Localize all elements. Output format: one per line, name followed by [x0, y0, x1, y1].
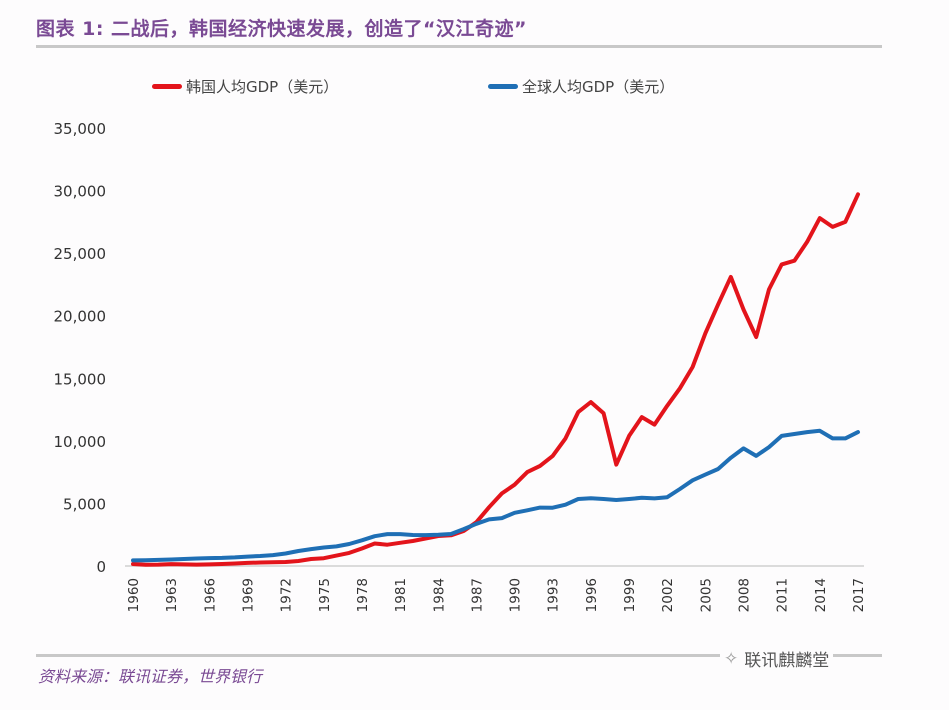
x-tick-label: 1975 [317, 578, 333, 612]
title-divider [36, 45, 882, 48]
x-tick-label: 2011 [775, 578, 791, 612]
korea-gdp-line [131, 192, 860, 567]
world-gdp-line [131, 428, 860, 563]
source-note: 资料来源：联讯证券，世界银行 [38, 667, 263, 686]
x-tick-label: 1963 [164, 578, 180, 612]
x-tick-label: 1960 [126, 578, 142, 612]
legend-swatch-korea [152, 84, 182, 89]
y-tick-label: 10,000 [54, 433, 107, 451]
x-tick-label: 1993 [546, 578, 562, 612]
footer-divider [36, 654, 882, 657]
x-tick-label: 1966 [202, 578, 218, 612]
x-tick-label: 1981 [393, 578, 409, 612]
y-tick-label: 15,000 [54, 370, 107, 388]
legend-item-world: 全球人均GDP（美元） [488, 76, 674, 97]
y-tick-label: 25,000 [54, 245, 107, 263]
x-tick-label: 2005 [698, 578, 714, 612]
x-tick-label: 1987 [469, 578, 485, 612]
y-tick-label: 20,000 [54, 308, 107, 326]
x-tick-label: 2017 [851, 578, 867, 612]
x-tick-label: 2014 [813, 578, 829, 612]
legend-label-world: 全球人均GDP（美元） [522, 78, 675, 96]
chart-title: 图表 1: 二战后，韩国经济快速发展，创造了“汉江奇迹” [36, 18, 528, 40]
x-tick-label: 1999 [622, 578, 638, 612]
x-tick-label: 1969 [240, 578, 256, 612]
y-tick-label: 30,000 [54, 183, 107, 201]
watermark: ✧ 联讯麒麟堂 [720, 646, 834, 671]
x-tick-label: 1996 [584, 578, 600, 612]
wechat-icon: ✧ [724, 648, 739, 669]
x-tick-label: 1978 [355, 578, 371, 612]
legend-label-korea: 韩国人均GDP（美元） [186, 78, 339, 96]
legend-item-korea: 韩国人均GDP（美元） [152, 76, 338, 97]
watermark-text: 联讯麒麟堂 [744, 651, 830, 671]
y-tick-label: 0 [96, 558, 106, 576]
x-tick-label: 2002 [660, 578, 676, 612]
y-tick-label: 35,000 [54, 120, 107, 138]
x-tick-label: 1972 [279, 578, 295, 612]
x-tick-label: 1984 [431, 578, 447, 612]
x-tick-label: 2008 [737, 578, 753, 612]
y-tick-label: 5,000 [63, 495, 106, 513]
legend-swatch-world [488, 84, 518, 89]
x-tick-label: 1990 [508, 578, 524, 612]
